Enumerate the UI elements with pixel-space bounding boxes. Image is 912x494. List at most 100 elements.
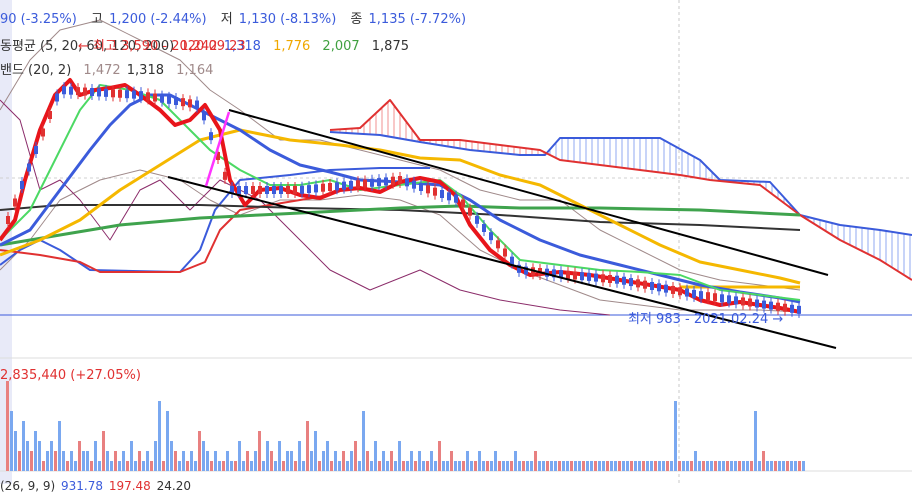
volume-bar bbox=[198, 431, 201, 471]
candle-body bbox=[769, 301, 773, 310]
volume-bar bbox=[54, 451, 57, 471]
candle-body bbox=[657, 283, 661, 292]
candle-body bbox=[664, 284, 668, 293]
low-annotation: 최저 983 - 2021.02.24 → bbox=[628, 312, 784, 327]
volume-bar bbox=[794, 461, 797, 471]
volume-bar bbox=[242, 461, 245, 471]
candle-body bbox=[69, 86, 73, 95]
trendline-lower[interactable] bbox=[167, 176, 837, 349]
volume-bar bbox=[634, 461, 637, 471]
volume-bar bbox=[622, 461, 625, 471]
volume-bar bbox=[270, 451, 273, 471]
candle-body bbox=[447, 192, 451, 201]
candle-body bbox=[559, 270, 563, 279]
candle-body bbox=[202, 112, 206, 121]
candle-body bbox=[748, 298, 752, 307]
volume-bar bbox=[222, 461, 225, 471]
candle-body bbox=[195, 100, 199, 109]
volume-bar bbox=[286, 451, 289, 471]
volume-bar bbox=[434, 461, 437, 471]
volume-bar bbox=[138, 451, 141, 471]
ma200-value: 1,875 bbox=[371, 39, 409, 54]
volume-bar bbox=[490, 461, 493, 471]
candle-body bbox=[454, 194, 458, 203]
candle-body bbox=[265, 186, 269, 194]
candle-body bbox=[720, 294, 724, 303]
volume-bar bbox=[770, 461, 773, 471]
volume-bar bbox=[26, 441, 29, 471]
volume-bar bbox=[30, 451, 33, 471]
candle-body bbox=[475, 215, 479, 224]
volume-bar bbox=[618, 461, 621, 471]
volume-bar bbox=[326, 441, 329, 471]
candle-body bbox=[34, 146, 38, 154]
candle-body bbox=[678, 287, 682, 296]
volume-bar bbox=[58, 421, 61, 471]
volume-bar bbox=[430, 451, 433, 471]
volume-bar bbox=[62, 451, 65, 471]
ma60-value: 1,776 bbox=[273, 39, 311, 54]
volume-bar bbox=[510, 461, 513, 471]
volume-bar bbox=[250, 461, 253, 471]
candle-body bbox=[377, 178, 381, 187]
volume-bar bbox=[390, 451, 393, 471]
volume-bar bbox=[374, 441, 377, 471]
volume-bar bbox=[246, 451, 249, 471]
ma60-line bbox=[0, 128, 801, 285]
candle-body bbox=[797, 305, 801, 314]
volume-bar bbox=[238, 441, 241, 471]
volume-bar bbox=[322, 451, 325, 471]
volume-bar bbox=[6, 381, 9, 471]
candle-body bbox=[615, 275, 619, 284]
volume-bar bbox=[470, 461, 473, 471]
volume-bar bbox=[290, 451, 293, 471]
volume-bar bbox=[662, 461, 665, 471]
volume-bar bbox=[86, 451, 89, 471]
volume-bar bbox=[162, 461, 165, 471]
volume-bar bbox=[218, 461, 221, 471]
volume-header: 2,835,440 (+27.05%) bbox=[0, 368, 143, 384]
volume-bar bbox=[746, 461, 749, 471]
ma5-value: 1,242 bbox=[180, 39, 218, 54]
candle-body bbox=[713, 293, 717, 302]
candle-body bbox=[13, 198, 17, 207]
trendline-upper[interactable] bbox=[228, 109, 829, 276]
volume-bar bbox=[702, 461, 705, 471]
candle-body bbox=[384, 177, 388, 186]
volume-bar bbox=[118, 461, 121, 471]
macd-signal: 197.48 bbox=[108, 479, 151, 493]
volume-bar bbox=[474, 461, 477, 471]
volume-bar bbox=[754, 411, 757, 471]
volume-bar bbox=[202, 441, 205, 471]
candle-body bbox=[20, 181, 24, 189]
volume-bar bbox=[418, 451, 421, 471]
volume-bar bbox=[302, 461, 305, 471]
volume-bar bbox=[182, 451, 185, 471]
volume-bar bbox=[362, 411, 365, 471]
volume-bar bbox=[674, 401, 677, 471]
volume-bar bbox=[82, 451, 85, 471]
volume-bar bbox=[686, 461, 689, 471]
candle-body bbox=[160, 94, 164, 103]
volume-bar bbox=[130, 441, 133, 471]
volume-bar bbox=[498, 461, 501, 471]
volume-bar bbox=[562, 461, 565, 471]
volume-bar bbox=[318, 461, 321, 471]
volume-bar bbox=[282, 461, 285, 471]
volume-bar bbox=[782, 461, 785, 471]
high-value: 1,200 (-2.44%) bbox=[109, 12, 207, 27]
candle-body bbox=[279, 186, 283, 194]
candle-body bbox=[552, 269, 556, 278]
volume-bar bbox=[314, 431, 317, 471]
candle-body bbox=[496, 240, 500, 249]
candle-body bbox=[776, 302, 780, 311]
stock-chart[interactable] bbox=[0, 0, 912, 484]
volume-bar bbox=[46, 451, 49, 471]
candle-body bbox=[223, 171, 227, 180]
volume-bar bbox=[354, 441, 357, 471]
volume-bar bbox=[414, 461, 417, 471]
candle-body bbox=[517, 264, 521, 273]
bollinger-upper-line bbox=[0, 19, 801, 291]
candle-body bbox=[391, 176, 395, 185]
volume-bar bbox=[558, 461, 561, 471]
